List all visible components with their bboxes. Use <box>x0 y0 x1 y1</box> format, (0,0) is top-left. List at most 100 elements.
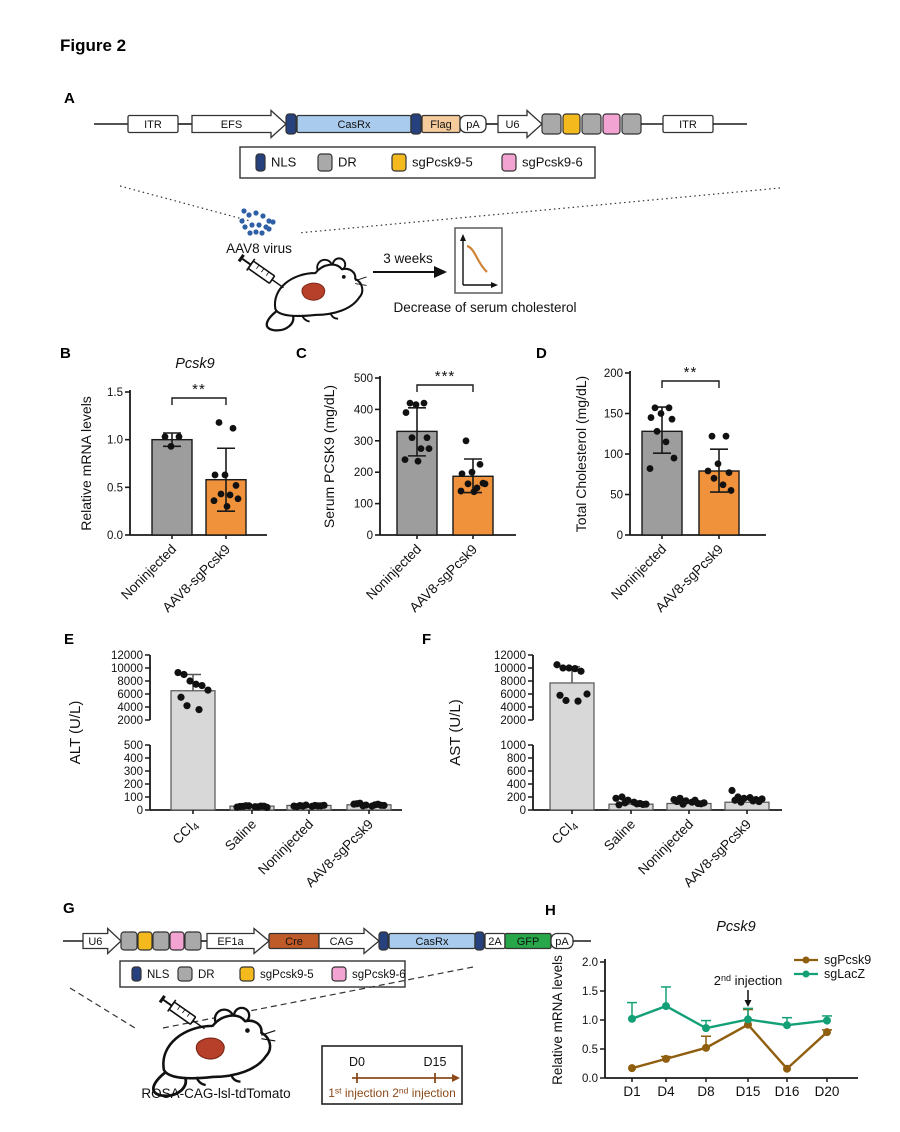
data-point <box>425 445 433 453</box>
y-tick-label: 200 <box>507 792 526 804</box>
data-point <box>420 399 428 407</box>
y-tick-label: 0 <box>137 805 143 817</box>
y-tick-label: 2.0 <box>582 957 598 969</box>
virus-particle <box>256 222 262 228</box>
data-point <box>402 409 410 416</box>
dotted-connector <box>119 185 251 222</box>
legend-label: sgPcsk9-5 <box>412 155 473 170</box>
data-point <box>618 793 626 801</box>
data-point <box>232 482 240 489</box>
data-point <box>615 801 623 809</box>
y-tick-label: 600 <box>507 766 526 778</box>
arrow-label: 3 weeks <box>383 251 433 266</box>
svg-text:CAG: CAG <box>330 936 354 948</box>
svg-text:Cre: Cre <box>285 936 303 948</box>
chip-dr <box>581 113 602 135</box>
virus-label: AAV8 virus <box>226 241 292 256</box>
virus-particle <box>241 208 247 214</box>
panel-label-d: D <box>536 345 547 362</box>
panel-label-h: H <box>545 902 556 919</box>
virus-particle <box>239 218 245 224</box>
svg-text:2A: 2A <box>488 936 502 948</box>
data-point <box>577 667 585 675</box>
svg-text:EF1a: EF1a <box>217 936 244 948</box>
data-point <box>565 664 573 672</box>
y-axis-label: AST (U/L) <box>447 699 464 765</box>
virus-particle <box>260 213 266 219</box>
mouse-illustration <box>265 257 367 332</box>
x-category-label: Noninjected <box>608 542 669 603</box>
legend-label: NLS <box>147 969 170 981</box>
data-point-sgLacZ <box>702 1024 710 1033</box>
x-category-label: Saline <box>222 817 259 854</box>
x-category-label: Saline <box>601 817 638 854</box>
data-point <box>221 471 229 479</box>
significance-stars: ** <box>684 364 698 381</box>
data-point <box>481 480 489 488</box>
y-tick-label: 400 <box>507 779 526 791</box>
significance-bracket <box>416 384 474 392</box>
significance-bracket <box>661 380 720 388</box>
x-category-label: Noninjected <box>635 817 696 878</box>
dashed-connector <box>69 987 136 1029</box>
y-tick-label: 400 <box>124 753 143 765</box>
data-point <box>317 802 325 810</box>
data-point <box>408 434 416 442</box>
chart-title: Pcsk9 <box>716 919 756 935</box>
y-tick-label: 300 <box>354 436 373 448</box>
y-tick-label: 12000 <box>494 650 526 662</box>
svg-text:EFS: EFS <box>221 119 242 131</box>
chip-nls <box>378 931 389 951</box>
y-axis-label: Relative mRNA levels <box>550 955 565 1085</box>
data-point <box>236 802 244 811</box>
virus-particle <box>242 224 248 230</box>
data-point-sgLacZ <box>823 1016 831 1025</box>
data-point <box>621 799 629 807</box>
legend-label: NLS <box>271 155 297 170</box>
bar-3 <box>724 801 770 811</box>
x-tick-label: D8 <box>697 1084 714 1099</box>
y-tick-label: 0 <box>520 805 526 817</box>
y-axis-label: Serum PCSK9 (mg/dL) <box>321 385 337 528</box>
data-point <box>299 802 307 810</box>
legend-label: DR <box>338 155 357 170</box>
data-point <box>653 427 661 435</box>
y-tick-label: 0.5 <box>582 1044 598 1056</box>
legend-chip-sg5 <box>239 966 255 982</box>
data-point <box>457 487 465 495</box>
data-point <box>462 437 470 445</box>
data-point <box>737 798 745 806</box>
data-point <box>458 470 466 478</box>
data-point <box>679 800 687 808</box>
data-point <box>464 480 472 488</box>
data-point <box>665 404 673 412</box>
data-point <box>697 800 705 808</box>
data-point <box>646 465 654 472</box>
virus-particle <box>246 212 252 218</box>
panel-label-e: E <box>64 631 75 648</box>
chip-sg6 <box>169 931 185 951</box>
chip-dr <box>541 113 562 135</box>
data-point <box>755 797 763 806</box>
data-point <box>571 665 579 673</box>
data-point <box>254 803 262 811</box>
timeline-box <box>321 1045 463 1105</box>
y-tick-label: 0.5 <box>107 482 123 494</box>
y-axis-label: Total Cholesterol (mg/dL) <box>573 376 589 532</box>
bar-0 <box>151 438 193 536</box>
y-axis-label: ALT (U/L) <box>67 701 84 765</box>
svg-text:ITR: ITR <box>144 119 162 131</box>
chip-sg5 <box>137 931 153 951</box>
y-tick-label: 200 <box>354 467 373 479</box>
y-tick-label: 12000 <box>111 650 143 662</box>
x-tick-label: D16 <box>775 1084 800 1099</box>
timeline-injections: 1st injection 2nd injection <box>328 1086 456 1101</box>
data-point <box>217 490 225 498</box>
data-point <box>234 495 242 503</box>
data-point <box>167 442 175 450</box>
legend-label: sgPcsk9 <box>824 953 871 967</box>
chip-dr <box>152 931 170 951</box>
y-tick-label: 1.5 <box>107 387 123 399</box>
